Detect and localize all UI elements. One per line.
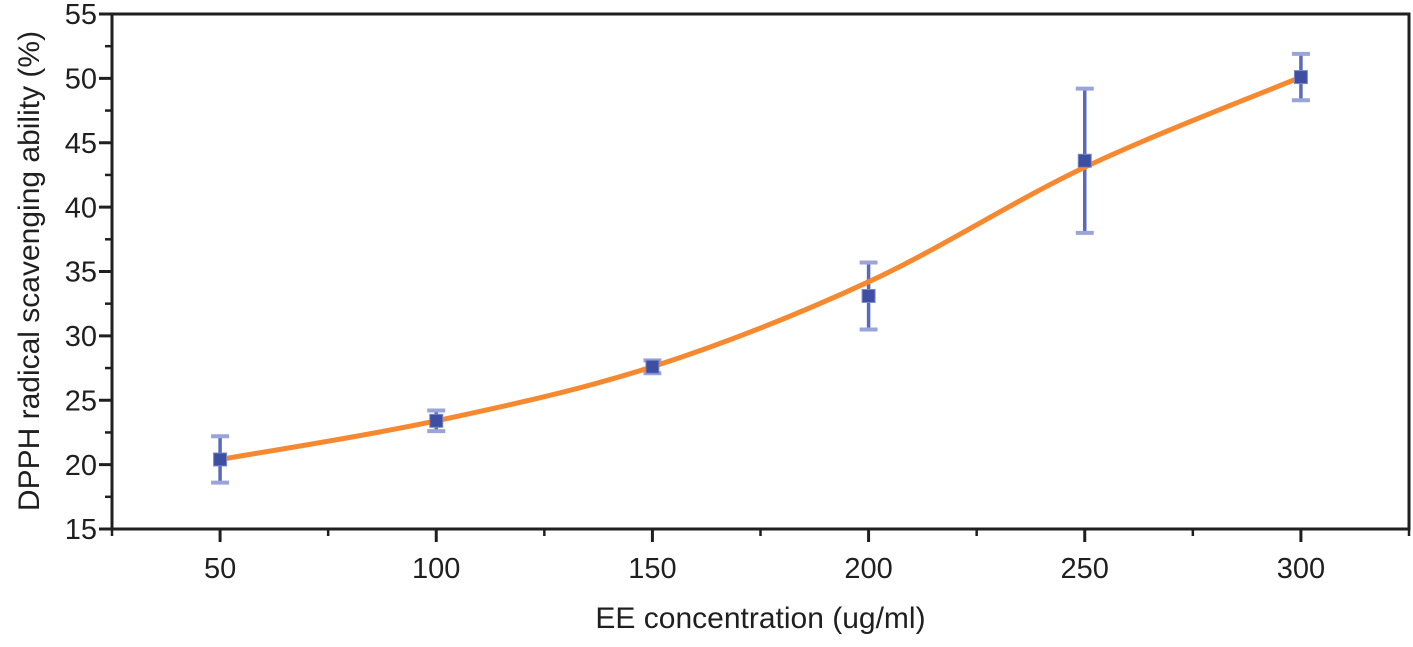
fit-curve [217,74,1304,462]
x-tick-label: 200 [844,553,892,585]
x-tick-label: 150 [628,553,676,585]
data-point-marker [645,359,660,374]
y-tick-label: 50 [65,64,97,96]
data-point-marker [1077,153,1092,168]
data-point-marker [213,452,228,467]
data-point-marker [429,413,444,428]
plot-frame [110,12,1411,531]
y-axis-title: DPPH radical scavenging ability (%) [13,30,46,512]
x-tick-label: 50 [204,553,236,585]
y-tick-label: 25 [65,385,97,417]
data-point-marker [861,288,876,303]
data-point-marker [1293,70,1308,85]
y-tick-label: 30 [65,321,97,353]
y-tick-label: 45 [65,128,97,160]
y-tick-label: 35 [65,257,97,289]
y-tick-label: 55 [65,0,97,31]
y-tick-label: 40 [65,192,97,224]
x-tick-label: 300 [1277,553,1325,585]
x-tick-label: 100 [412,553,460,585]
y-tick-label: 20 [65,450,97,482]
x-axis-title: EE concentration (ug/ml) [595,602,926,635]
x-tick-label: 250 [1061,553,1109,585]
y-tick-label: 15 [65,514,97,546]
